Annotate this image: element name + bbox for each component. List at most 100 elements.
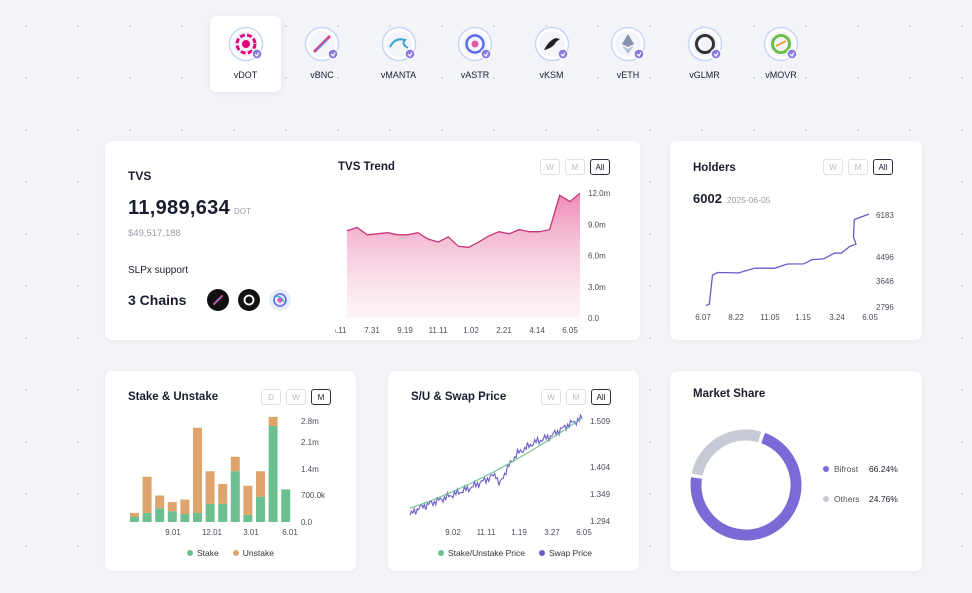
token-tab-vmanta[interactable]: vMANTA <box>363 16 434 92</box>
unstake-bar <box>243 485 253 515</box>
stake-bar <box>268 425 278 522</box>
x-tick-label: 12.01 <box>202 528 223 537</box>
range-all-button[interactable]: All <box>591 389 611 405</box>
y-tick-label: 1.349 <box>590 490 611 499</box>
chains-count: 3 Chains <box>128 292 187 308</box>
legend-swap-price: Swap Price <box>539 548 592 558</box>
x-tick-label: 3.27 <box>544 528 560 537</box>
holders-range: W M All <box>823 159 893 175</box>
unstake-bar <box>167 502 177 512</box>
vmovr-icon <box>763 26 799 62</box>
y-tick-label: 2796 <box>876 303 894 312</box>
x-tick-label: 1.02 <box>463 326 479 335</box>
donut-slice-bifrost <box>690 432 802 541</box>
x-tick-label: 9.01 <box>165 528 181 537</box>
token-label: vGLMR <box>689 70 720 80</box>
token-tab-vbnc[interactable]: vBNC <box>287 16 358 92</box>
x-tick-label: 8.22 <box>728 313 744 322</box>
token-tab-vmovr[interactable]: vMOVR <box>746 16 817 92</box>
range-m-button[interactable]: M <box>565 159 585 175</box>
market-share-card: Market Share Bifrost 66.24% Others 24.76% <box>670 371 922 571</box>
range-m-button[interactable]: M <box>311 389 331 405</box>
range-w-button[interactable]: W <box>541 389 561 405</box>
unstake-bar <box>218 483 228 504</box>
x-tick-label: 11.11 <box>477 528 496 537</box>
legend-others-dot <box>823 496 829 502</box>
range-d-button[interactable]: D <box>261 389 281 405</box>
x-tick-label: 1.15 <box>795 313 811 322</box>
tvs-line <box>346 192 581 248</box>
y-tick-label: 700.0k <box>301 491 326 500</box>
token-tab-vastr[interactable]: vASTR <box>440 16 511 92</box>
range-m-button[interactable]: M <box>848 159 868 175</box>
tvs-value: 11,989,634 <box>128 197 230 219</box>
tvs-area <box>347 193 580 318</box>
legend-bifrost-label: Bifrost <box>834 464 859 474</box>
y-tick-label: 12.0m <box>588 189 611 198</box>
x-tick-label: 2.21 <box>496 326 512 335</box>
x-tick-label: 6.05 <box>862 313 878 322</box>
y-tick-label: 1.404 <box>590 463 611 472</box>
token-tab-vksm[interactable]: vKSM <box>516 16 587 92</box>
x-tick-label: 6.05 <box>562 326 578 335</box>
token-tab-vdot[interactable]: vDOT <box>210 16 281 92</box>
unstake-bar <box>193 427 202 513</box>
unstake-bar <box>230 456 240 472</box>
token-label: vETH <box>616 70 640 80</box>
x-tick-label: 11.05 <box>760 313 780 322</box>
veth-icon <box>610 26 646 62</box>
x-tick-label: 4.14 <box>529 326 545 335</box>
stake-bar <box>155 508 165 522</box>
vmanta-icon <box>381 26 417 62</box>
x-tick-label: 9.02 <box>445 528 461 537</box>
tvs-trend-chart: 12.0m 9.0m 6.0m 3.0m 0.0 6.11 7.31 9.19 11.11 1.0… <box>335 189 611 335</box>
range-all-button[interactable]: All <box>590 159 610 175</box>
tvs-label: TVS <box>128 169 152 183</box>
token-selector: vDOT vBNC vMANTA vASTR vKSM vETH vGLMR vMOVR <box>210 16 822 94</box>
range-w-button[interactable]: W <box>286 389 306 405</box>
y-tick-label: 6.0m <box>588 252 606 261</box>
legend-su-dot <box>438 550 444 556</box>
holders-value-row: 6002 2025-06-05 <box>693 191 770 206</box>
y-tick-label: 3.0m <box>588 283 606 292</box>
stake-bar <box>167 511 177 522</box>
token-label: vMANTA <box>380 70 417 80</box>
range-w-button[interactable]: W <box>823 159 843 175</box>
legend-stake: Stake <box>187 548 219 558</box>
token-tab-veth[interactable]: vETH <box>593 16 664 92</box>
holders-chart: 6183 4496 3646 2796 6.07 8.22 11.05 1.15 3.24 6.0… <box>695 211 894 322</box>
su-swap-range: W M All <box>541 389 611 405</box>
stake-legend: Stake Unstake <box>187 548 274 558</box>
legend-bifrost: Bifrost 66.24% <box>823 464 898 474</box>
unstake-bar <box>130 512 139 517</box>
unstake-bar <box>142 476 152 513</box>
x-tick-label: 3.01 <box>243 528 259 537</box>
token-label: vMOVR <box>765 70 797 80</box>
tvs-card: TVS 11,989,634 DOT $49,517,188 SLPx supp… <box>105 141 640 340</box>
su-swap-title: S/U & Swap Price <box>411 391 507 403</box>
tvs-trend-range: W M All <box>540 159 610 175</box>
legend-bifrost-value: 66.24% <box>869 464 898 474</box>
legend-stake-dot <box>187 550 193 556</box>
polkadot-icon <box>238 289 261 311</box>
y-tick-label: 0.0 <box>588 314 600 323</box>
range-all-button[interactable]: All <box>873 159 893 175</box>
token-tab-vglmr[interactable]: vGLMR <box>669 16 740 92</box>
vbnc-icon <box>304 26 340 62</box>
tvs-unit: DOT <box>234 207 251 216</box>
vksm-icon <box>534 26 570 62</box>
legend-unstake-label: Unstake <box>242 548 274 558</box>
tvs-usd: $49,517,188 <box>128 228 181 239</box>
stake-bar <box>243 514 253 522</box>
x-tick-label: 9.19 <box>397 326 413 335</box>
holders-line <box>705 213 870 307</box>
stake-bar <box>205 503 215 522</box>
range-m-button[interactable]: M <box>566 389 586 405</box>
su-swap-legend: Stake/Unstake Price Swap Price <box>438 548 592 558</box>
legend-others: Others 24.76% <box>823 494 898 504</box>
tvs-trend-title: TVS Trend <box>338 161 395 173</box>
holders-title: Holders <box>693 162 736 174</box>
token-label: vDOT <box>233 70 258 80</box>
range-w-button[interactable]: W <box>540 159 560 175</box>
